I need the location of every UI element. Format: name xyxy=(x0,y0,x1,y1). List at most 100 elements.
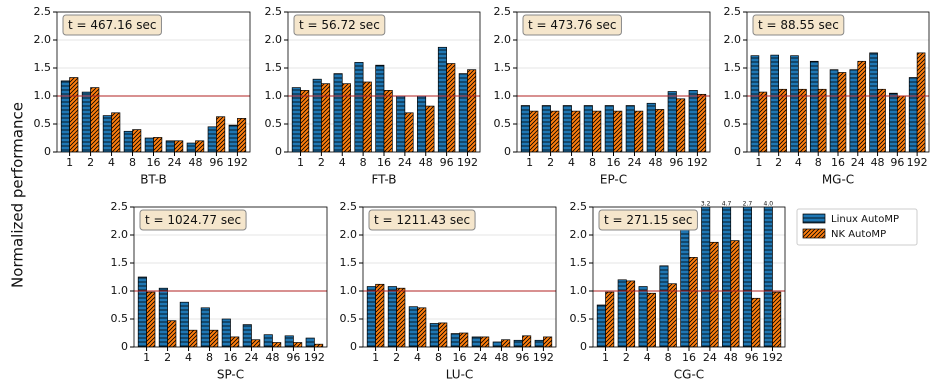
y-tick-label: 2.0 xyxy=(111,228,129,241)
bar xyxy=(200,307,210,347)
value-label: 4.7 xyxy=(722,201,732,208)
legend-label: Linux AutoMP xyxy=(831,214,899,225)
bar xyxy=(877,88,886,152)
bar xyxy=(758,91,768,152)
y-tick-label: 1.0 xyxy=(340,284,358,297)
bars xyxy=(366,283,553,347)
bar xyxy=(571,110,581,152)
x-tick-label: 192 xyxy=(907,156,928,169)
bar xyxy=(896,95,906,152)
x-tick-label: 16 xyxy=(607,156,621,169)
x-tick-label: 8 xyxy=(815,156,822,169)
bar xyxy=(688,90,698,152)
bar xyxy=(375,283,385,347)
y-tick-label: 2.5 xyxy=(265,5,283,18)
bar xyxy=(543,336,553,347)
legend-frame xyxy=(796,208,918,246)
x-axis-label: LU-C xyxy=(446,368,474,382)
bar xyxy=(688,257,698,347)
bar xyxy=(471,336,481,347)
bar xyxy=(417,95,427,152)
y-tick-label: 0.5 xyxy=(494,117,512,130)
bar xyxy=(742,207,752,347)
bar xyxy=(137,276,147,347)
y-tick-label: 0.5 xyxy=(265,117,283,130)
bar xyxy=(634,110,644,152)
y-tick-label: 1.0 xyxy=(570,284,588,297)
bar xyxy=(321,83,331,152)
y-tick-label: 1.0 xyxy=(724,89,742,102)
annotation: t = 467.16 sec xyxy=(68,18,156,32)
x-tick-label: 24 xyxy=(244,351,258,364)
y-tick-label: 1.5 xyxy=(111,256,129,269)
bar xyxy=(889,92,898,152)
legend-swatch xyxy=(802,228,826,239)
bars xyxy=(750,52,926,152)
y-tick-label: 0 xyxy=(734,145,741,158)
x-tick-label: 16 xyxy=(682,351,696,364)
bar xyxy=(617,279,627,347)
x-tick-label: 2 xyxy=(164,351,171,364)
bar xyxy=(655,109,665,152)
bar xyxy=(605,291,615,347)
x-tick-label: 24 xyxy=(627,156,641,169)
y-tick-label: 2.5 xyxy=(34,5,52,18)
bar xyxy=(300,90,310,152)
y-tick-label: 1.5 xyxy=(494,61,512,74)
bar xyxy=(667,91,677,152)
x-tick-label: 48 xyxy=(724,351,738,364)
annotation: t = 271.15 sec xyxy=(604,213,692,227)
bar xyxy=(522,335,532,347)
bar xyxy=(242,324,252,347)
x-tick-label: 4 xyxy=(644,351,651,364)
bar xyxy=(534,339,544,347)
annotation: t = 1211.43 sec xyxy=(374,213,470,227)
bar xyxy=(849,69,859,152)
x-tick-label: 192 xyxy=(533,351,554,364)
bar xyxy=(446,63,456,152)
value-label: 4.0 xyxy=(764,201,774,208)
bar xyxy=(857,60,867,152)
bar xyxy=(659,265,669,347)
bar xyxy=(167,320,177,347)
y-tick-label: 2.5 xyxy=(340,200,358,213)
annotation: t = 56.72 sec xyxy=(299,18,380,32)
y-tick-label: 2.0 xyxy=(340,228,358,241)
bar xyxy=(529,110,539,152)
y-tick-label: 2.0 xyxy=(34,33,52,46)
annotation: t = 473.76 sec xyxy=(528,18,616,32)
bar xyxy=(69,77,79,152)
x-tick-label: 4 xyxy=(185,351,192,364)
bar xyxy=(209,329,219,347)
y-tick-label: 0.5 xyxy=(340,312,358,325)
x-tick-label: 48 xyxy=(265,351,279,364)
bar xyxy=(383,90,393,152)
bars xyxy=(60,77,247,152)
x-axis-label: BT-B xyxy=(140,173,167,187)
bar xyxy=(437,46,447,152)
y-tick-label: 2.0 xyxy=(265,33,283,46)
bar xyxy=(146,291,156,347)
x-tick-label: 48 xyxy=(494,351,508,364)
bar xyxy=(387,286,397,347)
bar xyxy=(722,207,732,347)
bar xyxy=(501,339,511,347)
x-tick-label: 192 xyxy=(687,156,708,169)
x-tick-label: 4 xyxy=(108,156,115,169)
x-tick-label: 8 xyxy=(360,156,367,169)
y-tick-label: 0 xyxy=(121,340,128,353)
y-tick-label: 1.5 xyxy=(265,61,283,74)
x-tick-label: 1 xyxy=(755,156,762,169)
x-tick-label: 24 xyxy=(703,351,717,364)
x-tick-label: 8 xyxy=(589,156,596,169)
x-tick-label: 24 xyxy=(473,351,487,364)
bar xyxy=(790,55,799,152)
bar xyxy=(613,110,623,152)
annotation-box xyxy=(293,14,386,36)
x-tick-label: 16 xyxy=(377,156,391,169)
bar xyxy=(144,137,154,152)
annotation-box xyxy=(522,14,622,36)
